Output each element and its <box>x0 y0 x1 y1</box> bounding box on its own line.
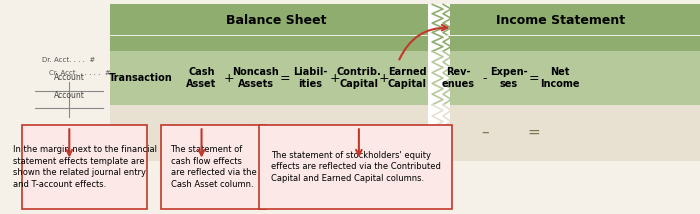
Polygon shape <box>428 105 450 160</box>
Text: In the margin next to the financial
statement effects template are
shown the rel: In the margin next to the financial stat… <box>13 145 157 189</box>
Text: +: + <box>223 72 234 85</box>
Polygon shape <box>447 105 700 160</box>
Text: Cash
Asset: Cash Asset <box>186 67 217 89</box>
Text: -: - <box>483 72 487 85</box>
FancyBboxPatch shape <box>259 125 452 209</box>
Text: =: = <box>279 72 290 85</box>
Text: Account: Account <box>54 91 85 100</box>
Text: Cr. Acct. . . . . .  #: Cr. Acct. . . . . . # <box>49 70 111 76</box>
Text: +: + <box>330 72 340 85</box>
Text: Account: Account <box>54 73 85 82</box>
Text: =: = <box>528 125 540 140</box>
Text: Transaction: Transaction <box>108 73 172 83</box>
Text: Dr. Acct. . . .  #: Dr. Acct. . . . # <box>42 57 95 63</box>
Text: The statement of stockholders' equity
effects are reflected via the Contributed
: The statement of stockholders' equity ef… <box>271 151 441 183</box>
Text: Income Statement: Income Statement <box>496 14 626 27</box>
FancyBboxPatch shape <box>22 125 147 209</box>
Text: Expen-
ses: Expen- ses <box>490 67 528 89</box>
Text: =: = <box>279 125 291 140</box>
Text: Noncash
Assets: Noncash Assets <box>232 67 279 89</box>
Polygon shape <box>428 51 450 105</box>
Text: The statement of
cash flow effects
are reflected via the
Cash Asset column.: The statement of cash flow effects are r… <box>171 145 256 189</box>
Polygon shape <box>110 105 430 160</box>
Polygon shape <box>447 4 700 51</box>
Polygon shape <box>110 4 430 51</box>
Text: Earned
Capital: Earned Capital <box>388 67 426 89</box>
Text: –: – <box>481 125 489 140</box>
Text: Net
Income: Net Income <box>540 67 580 89</box>
Text: Balance Sheet: Balance Sheet <box>226 14 326 27</box>
Text: Contrib.
Capital: Contrib. Capital <box>337 67 382 89</box>
Text: Liabil-
ities: Liabil- ities <box>293 67 327 89</box>
Text: Rev-
enues: Rev- enues <box>442 67 475 89</box>
Polygon shape <box>447 51 700 105</box>
FancyBboxPatch shape <box>161 125 266 209</box>
Text: +: + <box>379 72 389 85</box>
Text: =: = <box>528 72 539 85</box>
Polygon shape <box>428 4 450 51</box>
Polygon shape <box>110 51 430 105</box>
